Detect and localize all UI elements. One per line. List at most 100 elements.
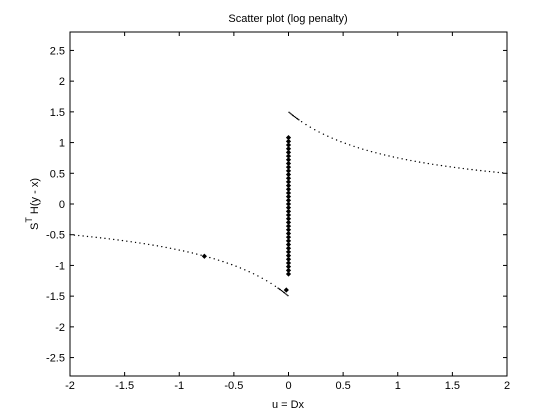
- curve-dot: [445, 165, 447, 167]
- data-point-marker: [285, 230, 292, 237]
- curve-dot: [436, 164, 438, 166]
- curve-dot: [113, 238, 115, 241]
- data-point-marker: [285, 157, 292, 163]
- curve-dot: [423, 162, 425, 164]
- curve-dot: [187, 251, 189, 253]
- y-axis-label-main: S: [29, 223, 41, 230]
- curve-dot: [274, 285, 277, 287]
- curve-dot: [278, 288, 280, 290]
- data-point-marker: [285, 153, 292, 159]
- data-point-marker: [285, 190, 292, 196]
- curve-dot: [191, 252, 194, 254]
- curve-dot: [458, 167, 460, 169]
- curve-dot: [327, 135, 329, 137]
- curve-dot: [493, 171, 495, 173]
- data-point-marker: [285, 208, 292, 214]
- data-point-marker: [285, 197, 292, 203]
- data-point-marker: [285, 175, 292, 181]
- curve-dot: [288, 111, 290, 114]
- curve-dot: [414, 160, 416, 163]
- data-point-marker: [285, 146, 292, 152]
- curve-dot: [277, 287, 279, 289]
- curve-dot: [466, 168, 469, 170]
- data-point-marker: [285, 234, 292, 240]
- curve-dot: [217, 259, 220, 261]
- curve-dot: [230, 263, 233, 266]
- x-axis-ticks: -2 -1.5 -1 -0.5 0 0.5 1 1.5 2: [65, 32, 510, 392]
- curve-dot: [370, 150, 373, 153]
- data-point-marker: [201, 253, 207, 259]
- curve-dot: [126, 240, 128, 242]
- curve-dot: [235, 265, 237, 267]
- curve-dot: [73, 234, 76, 236]
- curve-dot: [309, 126, 312, 128]
- data-point-marker: [285, 267, 292, 273]
- x-axis-label: u = Dx: [272, 399, 305, 411]
- data-point-marker: [285, 186, 292, 192]
- y-tick-label: 2: [59, 76, 65, 88]
- curve-dot: [289, 112, 291, 114]
- data-point-marker: [285, 245, 292, 251]
- chart-title: Scatter plot (log penalty): [228, 13, 347, 25]
- curve-dot: [410, 159, 412, 162]
- data-point-marker: [285, 149, 292, 155]
- y-tick-label: 0: [59, 199, 65, 211]
- curve-dot: [432, 163, 434, 165]
- curve-dot: [178, 249, 180, 251]
- curve-dot: [471, 168, 473, 171]
- y-axis-label-superscript: T: [24, 217, 34, 223]
- data-point-marker: [285, 241, 292, 248]
- curve-dot: [147, 243, 150, 246]
- curve-dot: [134, 241, 137, 244]
- y-tick-label: 0.5: [50, 168, 65, 180]
- curve-dot: [270, 282, 272, 285]
- curve-dot: [280, 289, 283, 292]
- y-tick-label: -2: [55, 322, 65, 334]
- curve-dot: [353, 145, 355, 148]
- curve-dot: [161, 245, 163, 248]
- curve-dot: [139, 242, 141, 244]
- curve-dot: [292, 115, 295, 117]
- curve-dot: [291, 114, 294, 116]
- curve-dot: [300, 121, 303, 123]
- data-point-marker: [285, 194, 292, 200]
- curve-dot: [475, 169, 478, 171]
- curve-dot: [497, 171, 499, 174]
- y-tick-label: -1.5: [46, 291, 65, 303]
- data-point-marker: [285, 223, 292, 229]
- y-tick-label: 1.5: [50, 107, 65, 119]
- curve-dot: [182, 250, 185, 252]
- curve-dot: [282, 291, 285, 293]
- y-tick-label: -1: [55, 260, 65, 272]
- curve-dot: [331, 137, 333, 139]
- curve-dot: [152, 244, 154, 246]
- curve-dot: [427, 162, 430, 165]
- curve-dot: [449, 166, 451, 168]
- data-point-marker: [285, 138, 292, 144]
- data-point-marker: [285, 142, 292, 148]
- x-tick-label: 1.5: [445, 380, 460, 392]
- curve-dot: [82, 235, 84, 237]
- data-point-marker: [285, 260, 292, 266]
- curve-dot: [117, 239, 119, 241]
- data-point-marker: [285, 227, 292, 233]
- curve-dot: [379, 153, 381, 155]
- curve-dot: [169, 247, 172, 249]
- curve-dot: [257, 275, 259, 277]
- curve-dot: [340, 141, 342, 143]
- x-tick-label: -1: [174, 380, 184, 392]
- curve-dot: [318, 131, 320, 133]
- curve-dot: [375, 152, 377, 154]
- curve-dot: [281, 290, 284, 293]
- curve-dot: [78, 234, 80, 237]
- curve-dot: [287, 294, 289, 297]
- curve-dot: [383, 154, 386, 156]
- curve-dot: [143, 243, 145, 245]
- curve-dot: [244, 269, 246, 271]
- curve-dot: [362, 148, 364, 150]
- curve-dot: [99, 237, 102, 239]
- data-point-marker: [285, 205, 292, 211]
- curve-dot: [366, 149, 368, 152]
- curve-dot: [95, 236, 97, 239]
